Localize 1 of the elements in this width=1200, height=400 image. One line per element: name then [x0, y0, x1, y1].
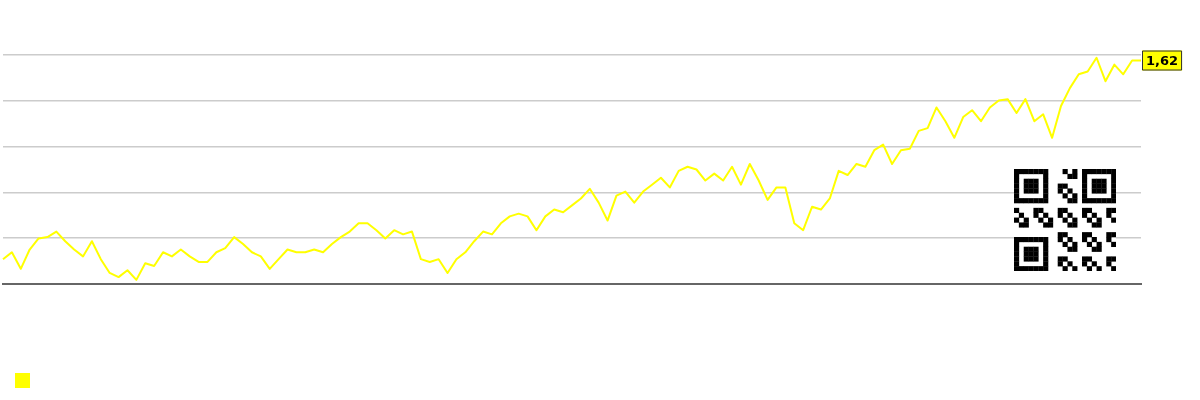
data-label: 1,62: [1146, 52, 1179, 68]
